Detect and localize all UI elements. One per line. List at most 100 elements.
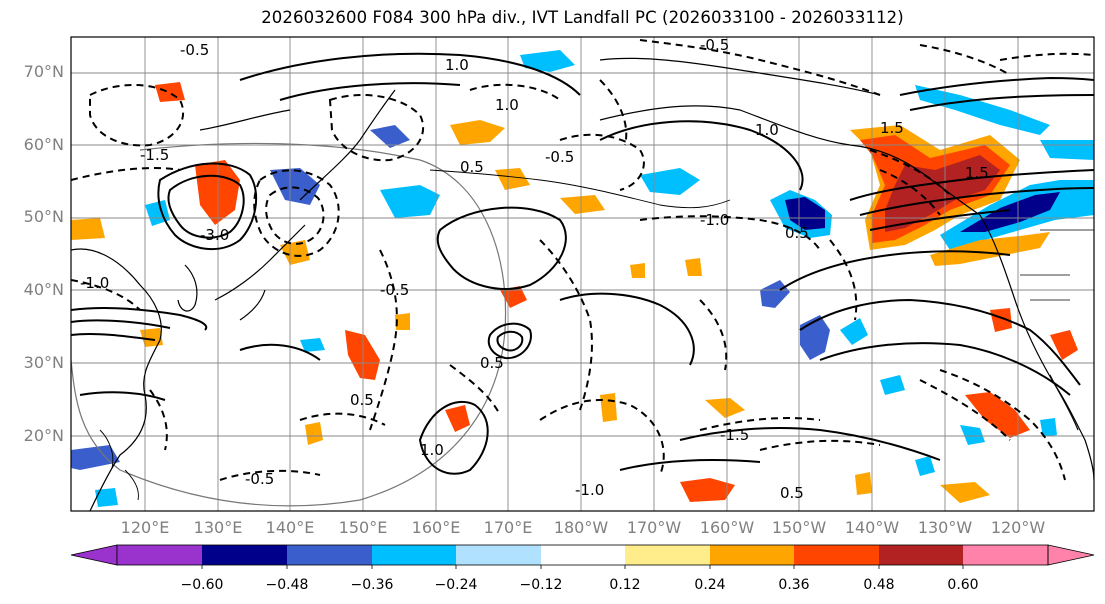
lat-label: 40°N xyxy=(23,280,64,299)
contour-label: -1.0 xyxy=(575,481,604,499)
anomaly-patch-positive xyxy=(495,168,530,190)
colorbar-segment xyxy=(456,545,541,565)
colorbar-segment xyxy=(541,545,625,565)
lon-label: 160°W xyxy=(699,518,755,537)
colorbar-tick-label: −0.24 xyxy=(434,577,478,593)
colorbar-tick-label: −0.48 xyxy=(265,577,309,593)
contour-labels: -0.5 1.0 -1.5 -0.5 1.5 1.0 -0.5 1.0 0.5 … xyxy=(80,36,989,502)
contour-label: -0.5 xyxy=(380,281,409,299)
anomaly-patch-negative xyxy=(960,192,1060,232)
lon-label: 150°W xyxy=(771,518,827,537)
contour-label: 1.0 xyxy=(495,96,519,114)
colorbar-tick-label: −0.12 xyxy=(519,577,563,593)
colorbar-tick-label: 0.36 xyxy=(778,577,810,593)
contour-label: -0.5 xyxy=(545,148,574,166)
anomaly-patch-positive xyxy=(940,482,990,503)
anomaly-patch-negative xyxy=(915,85,1050,135)
contour-label: 1.0 xyxy=(420,441,444,459)
anomaly-patch-positive xyxy=(680,478,735,502)
colorbar-tick-label: −0.36 xyxy=(350,577,394,593)
contour-label: -1.5 xyxy=(720,426,749,444)
contour-label: 0.5 xyxy=(460,158,484,176)
colorbar-tick-label: 0.60 xyxy=(947,577,979,593)
anomaly-patch-positive xyxy=(71,218,105,240)
anomaly-patch-positive xyxy=(445,405,470,432)
colorbar-segment xyxy=(117,545,202,565)
contour-label: -1.0 xyxy=(80,274,109,292)
anomaly-patch-negative xyxy=(840,318,868,345)
anomaly-patch-positive xyxy=(885,155,1000,232)
colorbar-tick-label: 0.12 xyxy=(609,577,641,593)
contour-label: -3.0 xyxy=(200,226,229,244)
anomaly-patch-negative xyxy=(915,456,935,476)
colorbar-extend-low xyxy=(70,544,118,566)
anomaly-patch-negative xyxy=(760,280,790,308)
contour-label: 1.0 xyxy=(445,56,469,74)
anomaly-patch-positive xyxy=(855,472,872,495)
anomaly-patch-negative xyxy=(520,50,575,72)
lon-label: 140°W xyxy=(844,518,900,537)
negative-contours xyxy=(71,39,1094,481)
contour-label: 0.5 xyxy=(780,484,804,502)
map-plot-area: -0.5 1.0 -1.5 -0.5 1.5 1.0 -0.5 1.0 0.5 … xyxy=(71,36,1094,511)
anomaly-patch-negative xyxy=(71,445,120,470)
lon-label: 120°E xyxy=(120,518,170,537)
anomaly-patch-negative xyxy=(1040,418,1057,437)
anomaly-patch-negative xyxy=(640,168,700,195)
lon-label: 170°W xyxy=(626,518,682,537)
anomaly-patch-negative xyxy=(960,425,985,445)
lon-label: 140°E xyxy=(265,518,315,537)
anomaly-patch-positive xyxy=(155,82,185,102)
colorbar-tick-label: 0.48 xyxy=(863,577,895,593)
contour-label: 0.5 xyxy=(785,224,809,242)
lon-label: 120°W xyxy=(990,518,1046,537)
colorbar-segment xyxy=(372,545,456,565)
contour-label: 0.5 xyxy=(350,391,374,409)
lat-label: 50°N xyxy=(23,207,64,226)
anomaly-patch-positive xyxy=(705,398,745,418)
contour-label: -0.5 xyxy=(700,36,729,54)
contour-label: -1.5 xyxy=(140,146,169,164)
lon-label: 130°W xyxy=(917,518,973,537)
contour-label: -0.5 xyxy=(245,470,274,488)
anomaly-patch-positive xyxy=(305,422,323,445)
lat-label: 20°N xyxy=(23,426,64,445)
anomaly-patch-negative xyxy=(880,375,905,395)
lon-label: 160°E xyxy=(411,518,461,537)
colorbar-tick-label: 0.24 xyxy=(694,577,726,593)
colorbar-border xyxy=(116,544,1049,566)
anomaly-patch-negative xyxy=(270,168,320,205)
lat-label: 60°N xyxy=(23,135,64,154)
anomaly-patch-negative xyxy=(380,185,440,218)
lat-lon-gridlines xyxy=(71,37,1094,511)
colorbar-segment xyxy=(710,545,794,565)
anomaly-patch-positive xyxy=(345,330,380,380)
anomaly-patch-positive xyxy=(990,308,1012,332)
colorbar-segment xyxy=(287,545,372,565)
colorbar-segment xyxy=(625,545,710,565)
map-title: 2026032600 F084 300 hPa div., IVT Landfa… xyxy=(261,8,904,27)
contour-label: -0.5 xyxy=(180,41,209,59)
contour-label: 1.5 xyxy=(880,119,904,137)
anomaly-patch-positive xyxy=(930,232,1050,266)
anomaly-patch-positive xyxy=(280,240,310,265)
colorbar-segment xyxy=(794,545,879,565)
lon-label: 170°E xyxy=(483,518,533,537)
anomaly-patch-positive xyxy=(630,263,645,278)
anomaly-patch-positive xyxy=(560,195,605,214)
anomaly-patch-negative xyxy=(300,338,325,352)
contour-label: -1.0 xyxy=(700,211,729,229)
colorbar xyxy=(70,544,1095,569)
contour-label: 1.0 xyxy=(755,121,779,139)
anomaly-patch-positive xyxy=(965,392,1030,438)
anomaly-patch-positive xyxy=(500,286,527,308)
colorbar-segment xyxy=(963,545,1048,565)
anomaly-patch-negative xyxy=(785,197,825,230)
anomaly-patch-negative xyxy=(95,488,118,507)
anomaly-patch-positive xyxy=(450,120,505,145)
contour-label: 0.5 xyxy=(480,354,504,372)
anomaly-patch-positive xyxy=(600,393,617,422)
map-border xyxy=(70,36,1095,512)
anomaly-patch-positive xyxy=(140,328,163,347)
